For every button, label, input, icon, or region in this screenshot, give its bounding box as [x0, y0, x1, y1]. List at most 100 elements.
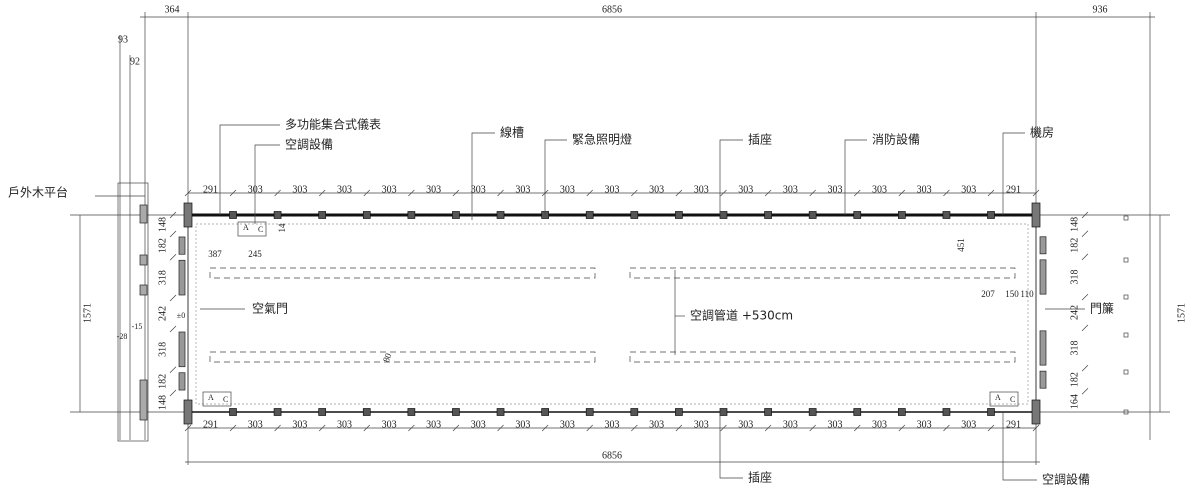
column: [496, 211, 505, 219]
dim: 303: [872, 184, 887, 195]
wall-pier: [1039, 236, 1047, 255]
column: [897, 211, 906, 219]
wall-pier: [178, 259, 186, 296]
column: [719, 408, 728, 416]
dim: 303: [292, 419, 307, 430]
column: [362, 211, 371, 219]
leader: [544, 139, 567, 215]
column: [496, 408, 505, 416]
dim-tick: [720, 189, 727, 197]
dim-tick: [1032, 424, 1040, 432]
dim: 303: [560, 184, 575, 195]
deck-pier: [139, 254, 148, 266]
dim-tick: [943, 189, 950, 197]
leader: [1002, 412, 1037, 481]
callout-label: 線槽: [500, 125, 524, 140]
dim: 303: [649, 419, 664, 430]
leader: [719, 412, 743, 479]
dim-tick: [586, 189, 593, 197]
leader: [254, 144, 280, 224]
dim: 364: [165, 4, 180, 15]
column: [630, 408, 639, 416]
dim-tick: [229, 189, 237, 197]
fixture: [1123, 369, 1129, 375]
wall-pier: [1039, 259, 1047, 295]
building: [187, 214, 1037, 413]
dim: 318: [157, 270, 168, 285]
dim: 303: [515, 184, 530, 195]
dim: 303: [560, 419, 575, 430]
dim: 150: [1005, 289, 1019, 299]
column: [229, 211, 237, 219]
dim: 303: [382, 184, 397, 195]
dim: 303: [248, 419, 263, 430]
dim: 291: [203, 419, 218, 430]
dim-tick: [169, 211, 177, 219]
dim: 207: [981, 289, 995, 299]
dim-tick: [408, 424, 415, 432]
column: [719, 211, 728, 219]
leader: [844, 139, 867, 215]
dim-tick: [631, 189, 638, 197]
dim: 318: [157, 342, 168, 357]
dim: 303: [471, 184, 486, 195]
dim: 148: [157, 217, 168, 232]
dim-tick: [169, 389, 177, 397]
callout-label: 機房: [1030, 125, 1054, 140]
post: [1031, 202, 1041, 228]
dim: 303: [471, 419, 486, 430]
dim-tick: [898, 189, 906, 197]
marker: A: [995, 393, 1001, 402]
callout-label: 空調管道 +530cm: [690, 308, 793, 323]
column: [452, 408, 460, 416]
inner-wall: [195, 223, 1029, 405]
level: -15: [132, 322, 143, 331]
leader: [1002, 132, 1025, 215]
dim: 182: [1069, 372, 1080, 387]
dim-tick: [720, 424, 727, 432]
dim-tick: [169, 230, 177, 238]
dim-tick: [1081, 253, 1089, 261]
dim-tick: [987, 189, 995, 197]
dim: 6856: [602, 450, 622, 461]
column: [942, 211, 951, 219]
dim: 303: [738, 184, 753, 195]
dim-tick: [1081, 364, 1089, 372]
post: [183, 399, 193, 425]
callout-label: 插座: [748, 470, 772, 485]
dim-tick: [318, 189, 326, 197]
dim: 303: [337, 184, 352, 195]
dim-tick: [1081, 211, 1089, 219]
post: [1031, 399, 1041, 425]
dim-tick: [987, 424, 995, 432]
dim: 303: [515, 419, 530, 430]
dim-tick: [854, 189, 861, 197]
dim: 291: [1006, 184, 1021, 195]
dim: 182: [157, 374, 168, 389]
callout-label: 戶外木平台: [8, 185, 68, 200]
column: [675, 408, 683, 416]
marker-box: [202, 391, 232, 407]
leader: [719, 139, 743, 215]
column: [764, 408, 772, 416]
column: [585, 211, 594, 219]
dim: 303: [605, 419, 620, 430]
dim-tick: [169, 294, 177, 302]
callout-label: 空調設備: [1042, 472, 1090, 487]
dim-tick: [452, 189, 460, 197]
column: [318, 408, 327, 416]
column: [407, 408, 416, 416]
dim-tick: [184, 424, 192, 432]
column: [897, 408, 906, 416]
dim: 1571: [1176, 303, 1187, 323]
column: [942, 408, 951, 416]
dim-tick: [1081, 387, 1089, 395]
callout-label: 多功能集合式儀表: [285, 117, 381, 132]
callout-label: 消防設備: [872, 132, 920, 147]
column: [229, 408, 237, 416]
fixture: [1123, 332, 1129, 338]
column: [585, 408, 594, 416]
column: [675, 211, 683, 219]
dim: 451: [956, 238, 966, 252]
extension-lines: [70, 12, 1170, 465]
